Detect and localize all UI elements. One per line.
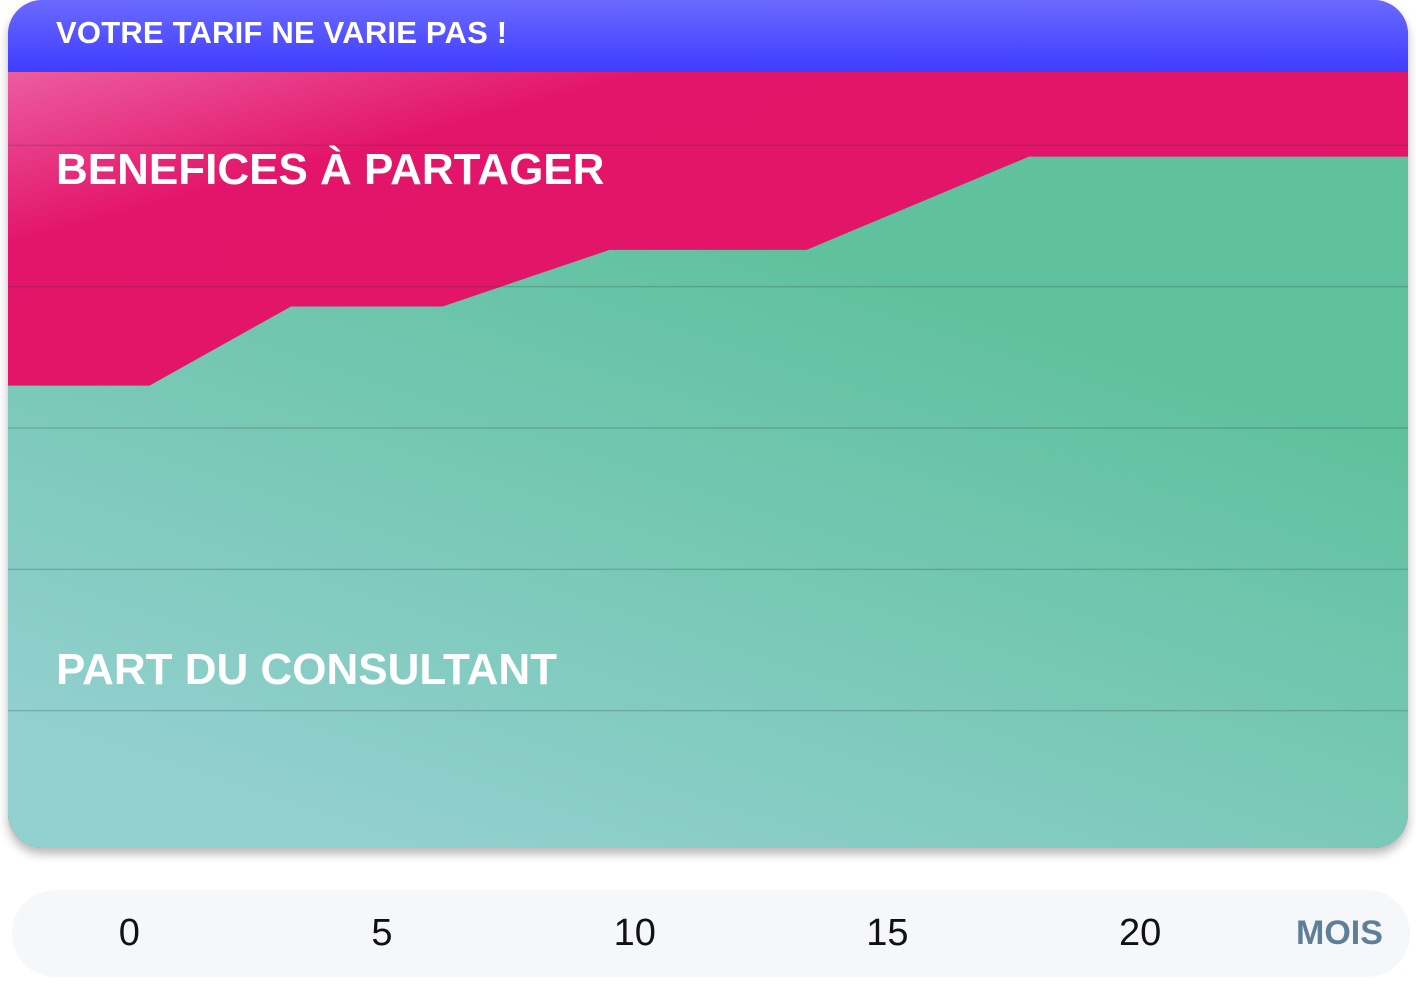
tariff-banner: VOTRE TARIF NE VARIE PAS ! xyxy=(8,0,1408,72)
x-axis-unit-label: MOIS xyxy=(1296,914,1383,952)
x-tick-label: 5 xyxy=(371,912,393,954)
banner-text: VOTRE TARIF NE VARIE PAS ! xyxy=(56,15,508,50)
x-tick-label: 0 xyxy=(118,912,140,954)
x-tick-label: 10 xyxy=(613,912,656,954)
x-axis-bar xyxy=(12,890,1410,977)
area-chart xyxy=(8,144,1408,848)
profit-area-label: BENEFICES À PARTAGER xyxy=(56,145,605,194)
consultant-share-area xyxy=(8,156,1408,848)
x-tick-label: 20 xyxy=(1118,912,1162,954)
consultant-area-label: PART DU CONSULTANT xyxy=(56,645,558,694)
chart-card: VOTRE TARIF NE VARIE PAS ! BENEFICES À P… xyxy=(8,0,1408,848)
x-tick-label: 15 xyxy=(866,912,909,954)
